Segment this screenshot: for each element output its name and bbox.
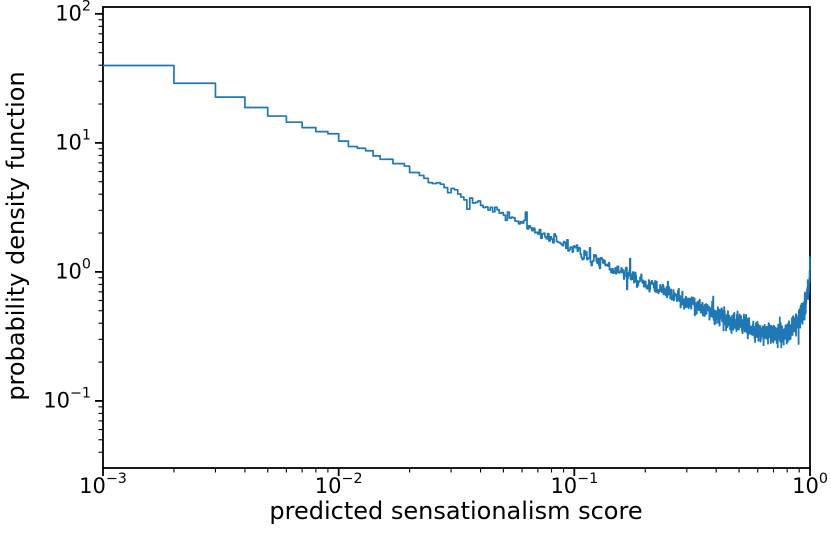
y-axis-label: probability density function <box>2 71 30 401</box>
x-tick-label: 10−2 <box>314 471 363 498</box>
y-tick-label: 100 <box>55 256 91 284</box>
y-tick-label: 10−1 <box>43 385 91 413</box>
axes-frame <box>102 6 811 469</box>
x-tick-label: 100 <box>792 471 828 498</box>
pdf-curve <box>103 64 811 349</box>
y-tick-label: 102 <box>55 0 91 26</box>
x-tick-label: 10−1 <box>550 471 599 498</box>
x-axis-label: predicted sensationalism score <box>269 497 643 525</box>
x-tick-label: 10−3 <box>79 471 127 498</box>
y-tick-label: 101 <box>55 127 91 155</box>
